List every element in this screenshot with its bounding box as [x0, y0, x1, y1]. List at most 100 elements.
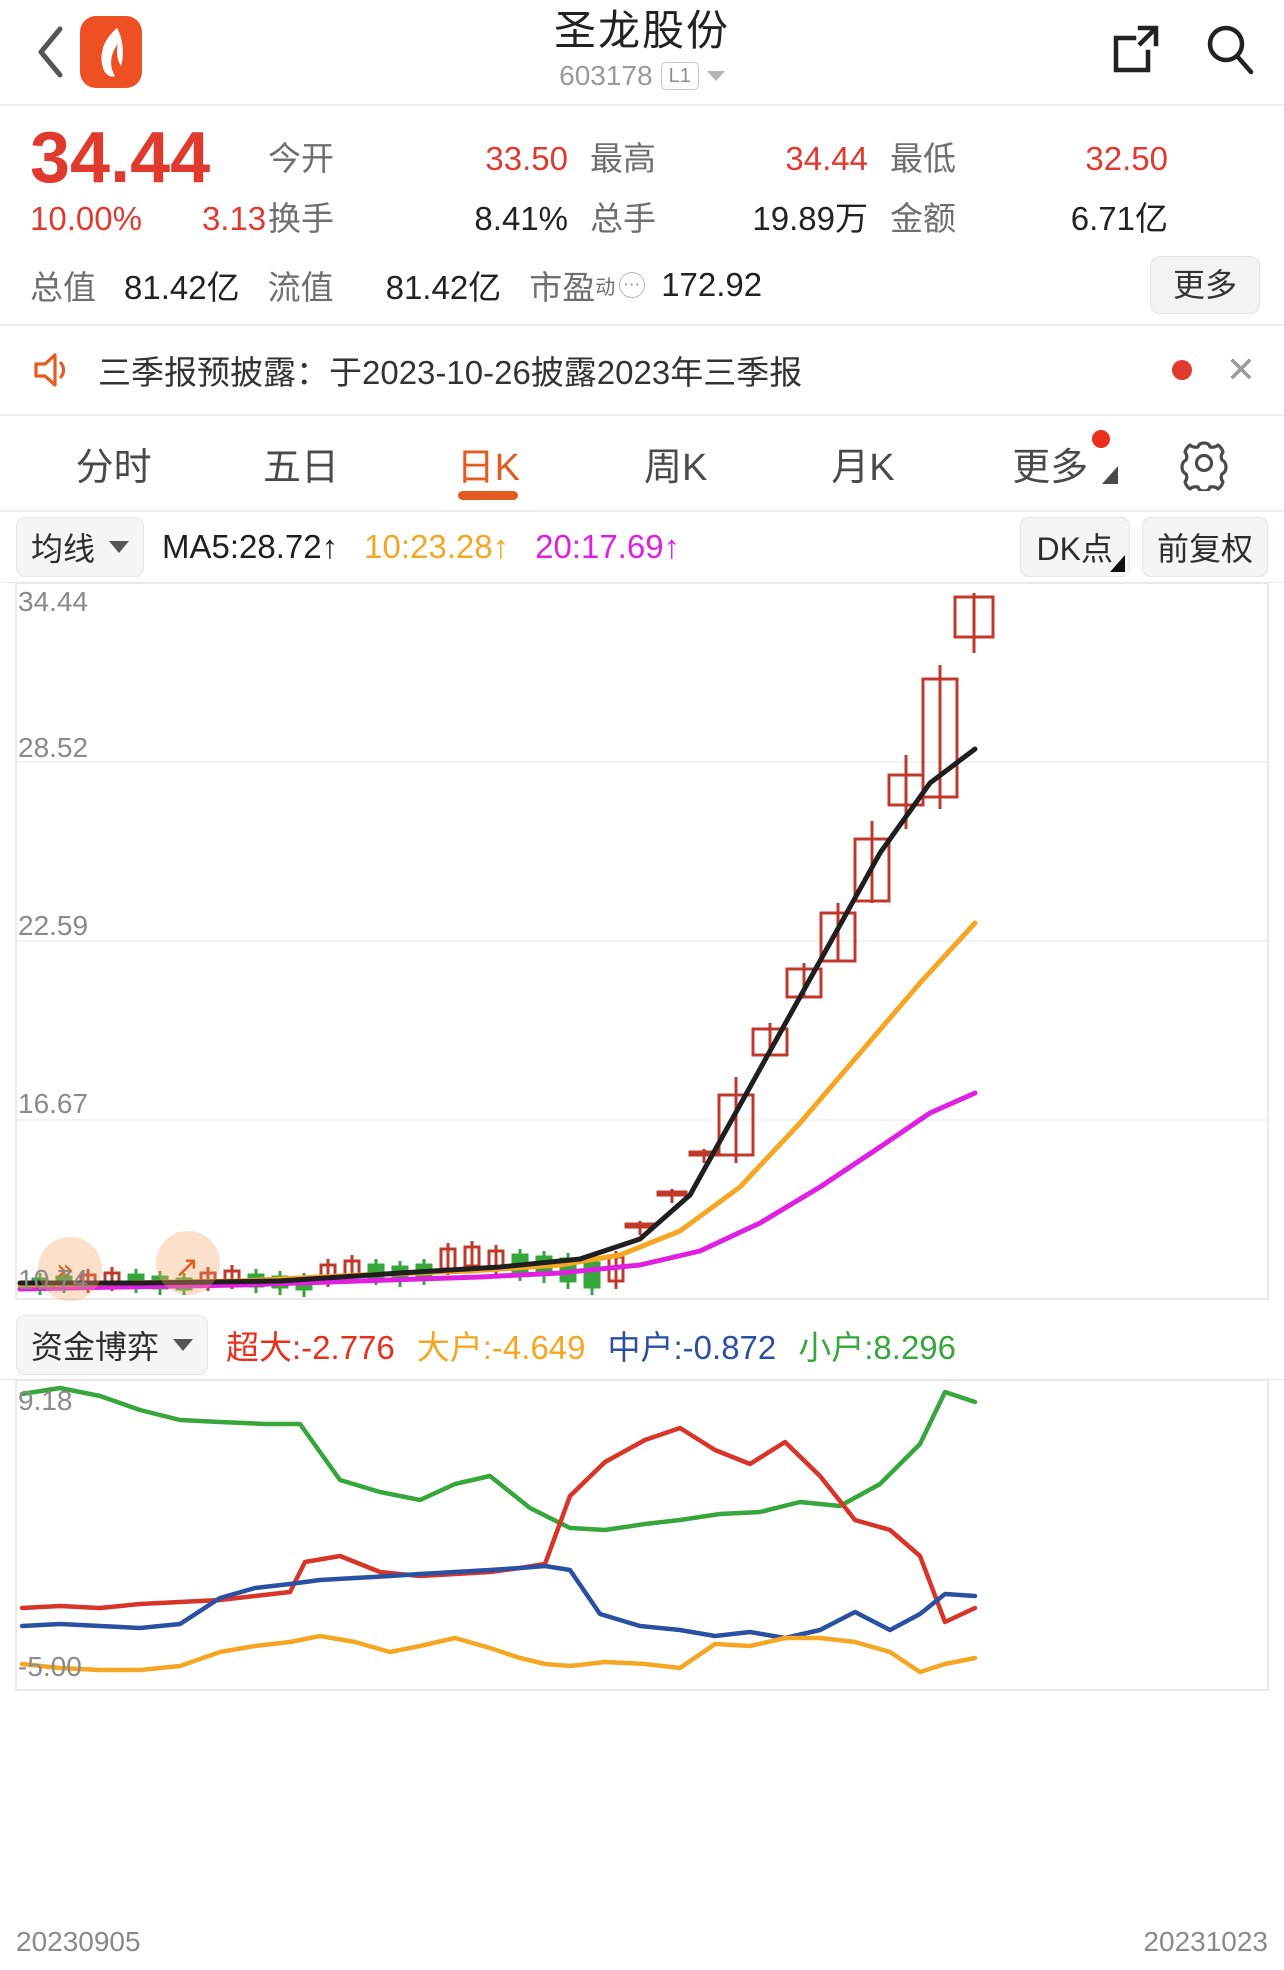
- tab-label: 月K: [831, 446, 895, 489]
- fund-flow-chart[interactable]: 9.18 -5.00: [0, 1379, 1284, 1914]
- change-amount: 3.13: [201, 200, 267, 237]
- fund-selector-dropdown[interactable]: 资金博弈: [16, 1315, 209, 1375]
- stat-amount-value: 6.71亿: [1070, 200, 1168, 237]
- quote-row-secondary: 10.00% 3.13 换手 8.41% 总手 19.89万 金额 6.71亿: [24, 192, 1260, 240]
- svg-text:↗: ↗: [174, 1250, 199, 1285]
- chevron-down-icon[interactable]: [706, 71, 725, 81]
- stat-high-value: 34.44: [785, 140, 868, 177]
- page-title: 圣龙股份: [553, 7, 730, 54]
- back-button[interactable]: [28, 20, 74, 84]
- stat-low-label: 最低: [890, 140, 956, 177]
- candlestick-chart[interactable]: » ↗ 34.44 28.52 22.59 16.67 10.74: [0, 582, 1284, 1311]
- announcement-bar[interactable]: 三季报预披露：于2023-10-26披露2023年三季报 ✕: [0, 324, 1284, 416]
- stat-low-value: 32.50: [1085, 140, 1168, 177]
- tab-wuri[interactable]: 五日: [207, 416, 394, 510]
- adjust-button[interactable]: 前复权: [1141, 517, 1268, 577]
- dk-point-button[interactable]: DK点: [1019, 517, 1130, 577]
- tab-more[interactable]: 更多: [957, 416, 1144, 510]
- chevron-down-icon: [173, 1339, 194, 1351]
- plot-frame: [15, 1380, 1269, 1691]
- y-axis-label-2: 22.59: [18, 910, 89, 941]
- y-axis-label-4: 10.74: [18, 1264, 89, 1295]
- ma5-value: MA5:28.72↑: [162, 528, 339, 565]
- medium-investor-line: [19, 1563, 978, 1641]
- y-axis-label-0: 34.44: [18, 586, 89, 617]
- stat-volume-label: 总手: [590, 200, 656, 237]
- close-icon[interactable]: ✕: [1225, 349, 1256, 390]
- stat-low: 最低 32.50: [868, 132, 1168, 180]
- ma5-line: [17, 746, 978, 1286]
- chevron-down-icon: [109, 541, 130, 553]
- stat-volume: 总手 19.89万: [568, 192, 868, 240]
- tab-active-indicator: [458, 491, 519, 500]
- announcement-text: 三季报预披露：于2023-10-26披露2023年三季报: [98, 354, 803, 391]
- tab-label: 五日: [262, 446, 339, 489]
- tab-monthly-k[interactable]: 月K: [769, 416, 956, 510]
- stat-pe-label: 市盈: [529, 269, 596, 306]
- large-value: 大户:-4.649: [416, 1329, 586, 1366]
- fund-flow-bar: 资金博弈 超大:-2.776 大户:-4.649 中户:-0.872 小户:8.…: [0, 1311, 1284, 1379]
- tab-label: 更多: [1012, 446, 1089, 489]
- stock-code-row: 603178 L1: [559, 60, 725, 92]
- ma-selector-dropdown[interactable]: 均线: [16, 517, 145, 577]
- expand-corner-icon: [1101, 466, 1118, 484]
- search-button[interactable]: [1204, 23, 1256, 82]
- gear-icon: [1180, 441, 1228, 491]
- expand-corner-icon: [1109, 555, 1125, 572]
- fund-y-axis-label-bottom: -5.00: [18, 1651, 82, 1682]
- share-button[interactable]: [1110, 24, 1160, 81]
- quote-stats-row-1: 今开 33.50 最高 34.44 最低 32.50: [268, 118, 1260, 180]
- announcement-actions: ✕: [1171, 349, 1256, 390]
- stat-turnover: 换手 8.41%: [268, 192, 568, 240]
- stat-amount-label: 金额: [890, 200, 956, 237]
- search-icon: [1207, 25, 1254, 74]
- x-axis-end-date: 20231023: [1143, 1926, 1268, 1957]
- stat-amount: 金额 6.71亿: [868, 192, 1168, 240]
- fund-values: 超大:-2.776 大户:-4.649 中户:-0.872 小户:8.296: [226, 1321, 956, 1369]
- ma-bar-actions: DK点 前复权: [1019, 517, 1268, 577]
- x-axis-start-date: 20230905: [16, 1926, 141, 1957]
- ma10-value: 10:23.28↑: [364, 528, 510, 565]
- tab-label: 日K: [456, 446, 520, 489]
- tab-label: 分时: [75, 446, 152, 489]
- fund-flow-chart-svg: [15, 1380, 1269, 1691]
- quote-row-primary: 34.44 今开 33.50 最高 34.44 最低 32.50: [24, 118, 1260, 214]
- tab-label: 周K: [643, 446, 708, 489]
- quote-panel: 34.44 今开 33.50 最高 34.44 最低 32.50 10.00%: [0, 104, 1284, 324]
- stat-mktcap-value: 81.42亿: [124, 269, 240, 306]
- stat-floatcap-label: 流值: [267, 269, 334, 306]
- chart-settings-button[interactable]: [1144, 435, 1264, 491]
- stat-open-value: 33.50: [485, 140, 568, 177]
- stat-high-label: 最高: [590, 140, 656, 177]
- quote-stats-row-2: 换手 8.41% 总手 19.89万 金额 6.71亿: [268, 192, 1260, 240]
- stat-open-label: 今开: [268, 140, 334, 177]
- stat-floatcap-value: 81.42亿: [385, 269, 502, 306]
- logo-flame-icon: [101, 28, 123, 77]
- tab-fenshi[interactable]: 分时: [20, 416, 207, 510]
- info-dots-icon[interactable]: ⋯: [619, 272, 646, 298]
- quote-row-tertiary: 总值 81.42亿 流值 81.42亿 市盈 动 ⋯ 172.92 更多: [24, 256, 1260, 314]
- ma-values: MA5:28.72↑ 10:23.28↑ 20:17.69↑: [162, 528, 680, 566]
- signal-markers: » ↗: [38, 1231, 220, 1301]
- market-level-badge: L1: [660, 62, 699, 90]
- y-axis-label-3: 16.67: [18, 1088, 89, 1119]
- navigation-bar: 圣龙股份 603178 L1: [0, 0, 1284, 104]
- small-value: 小户:8.296: [798, 1329, 957, 1366]
- y-axis-label-1: 28.52: [18, 732, 89, 763]
- ma-selector-label: 均线: [31, 531, 96, 567]
- fund-y-axis-label-top: 9.18: [18, 1385, 73, 1416]
- nav-actions: [1110, 23, 1256, 82]
- more-button[interactable]: 更多: [1149, 256, 1260, 314]
- stat-high: 最高 34.44: [568, 132, 868, 180]
- medium-value: 中户:-0.872: [607, 1329, 777, 1366]
- ma20-value: 20:17.69↑: [535, 528, 681, 565]
- tab-daily-k[interactable]: 日K: [395, 416, 582, 510]
- app-logo-icon[interactable]: [80, 16, 142, 88]
- stat-open: 今开 33.50: [268, 132, 568, 180]
- ma20-line: [17, 1090, 978, 1292]
- stat-turnover-value: 8.41%: [474, 200, 568, 237]
- tab-weekly-k[interactable]: 周K: [582, 416, 769, 510]
- red-dot-icon: [1171, 360, 1192, 380]
- change-group: 10.00% 3.13: [24, 200, 268, 238]
- last-price: 34.44: [30, 118, 211, 198]
